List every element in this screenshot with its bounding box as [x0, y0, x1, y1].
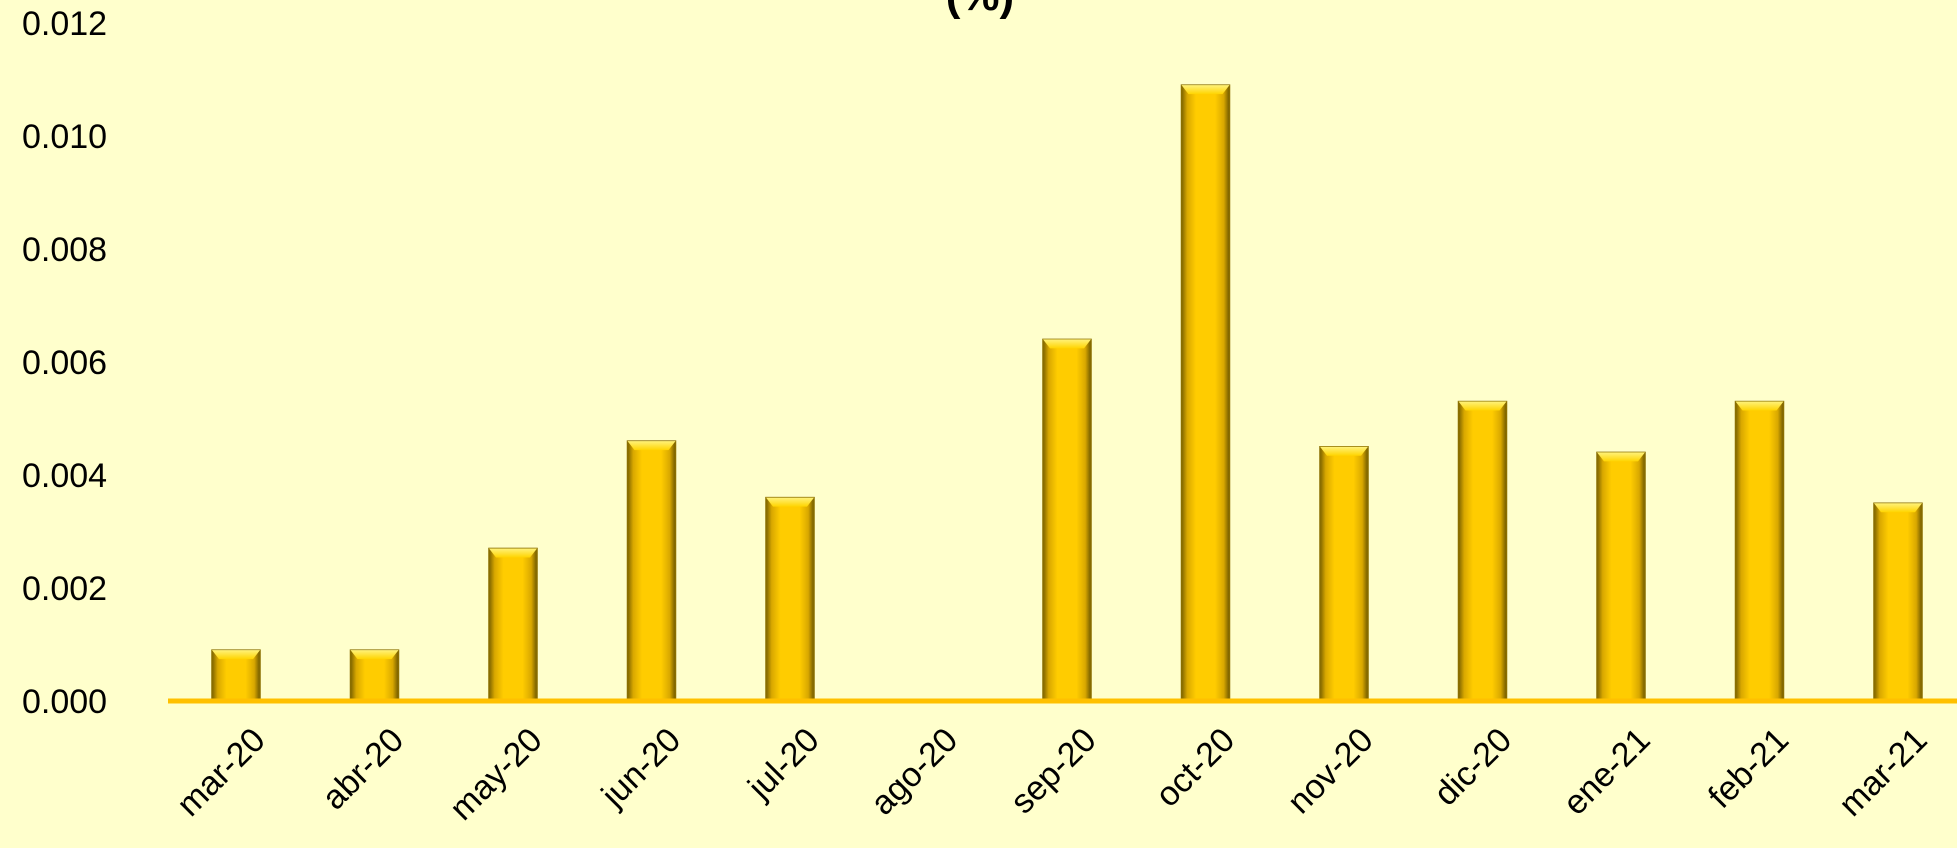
x-tick-label: sep-20	[1003, 721, 1103, 821]
x-tick-label: jun-20	[594, 721, 688, 815]
y-tick-label: 0.008	[22, 231, 107, 269]
chart-title: (%)	[946, 0, 1014, 20]
y-tick-label: 0.006	[22, 344, 107, 382]
x-tick-label: mar-21	[1832, 721, 1935, 824]
x-tick-label: ene-21	[1556, 721, 1658, 823]
x-tick-label: oct-20	[1148, 721, 1242, 815]
y-tick-label: 0.000	[22, 683, 107, 721]
y-tick-label: 0.012	[22, 5, 107, 43]
bar	[626, 440, 677, 702]
bar	[1180, 84, 1231, 702]
bar	[1734, 400, 1785, 702]
x-tick-label: feb-21	[1701, 721, 1796, 816]
x-tick-label: ago-20	[863, 721, 965, 823]
x-tick-label: nov-20	[1280, 721, 1380, 821]
x-tick-label: dic-20	[1427, 721, 1519, 813]
x-tick-label: jul-20	[740, 721, 826, 807]
bar	[1596, 451, 1646, 702]
bar	[1873, 502, 1923, 702]
bar	[488, 547, 538, 702]
x-axis-ticks: mar-20 abr-20 may-20 jun-20 jul-20 ago-20 sep-…	[170, 721, 1935, 828]
y-tick-label: 0.004	[22, 457, 107, 495]
y-tick-label: 0.010	[22, 118, 107, 156]
bar	[1319, 446, 1369, 702]
x-tick-label: abr-20	[315, 721, 411, 817]
bars	[211, 84, 1923, 702]
bar	[349, 649, 400, 702]
x-tick-label: may-20	[443, 721, 550, 828]
y-axis-ticks: 0.000 0.002 0.004 0.006 0.008 0.010 0.012	[22, 5, 107, 721]
bar	[1042, 338, 1092, 702]
y-tick-label: 0.002	[22, 570, 107, 608]
bar	[1457, 400, 1508, 702]
bar	[765, 496, 815, 702]
bar	[211, 649, 261, 702]
x-tick-label: mar-20	[170, 721, 273, 824]
